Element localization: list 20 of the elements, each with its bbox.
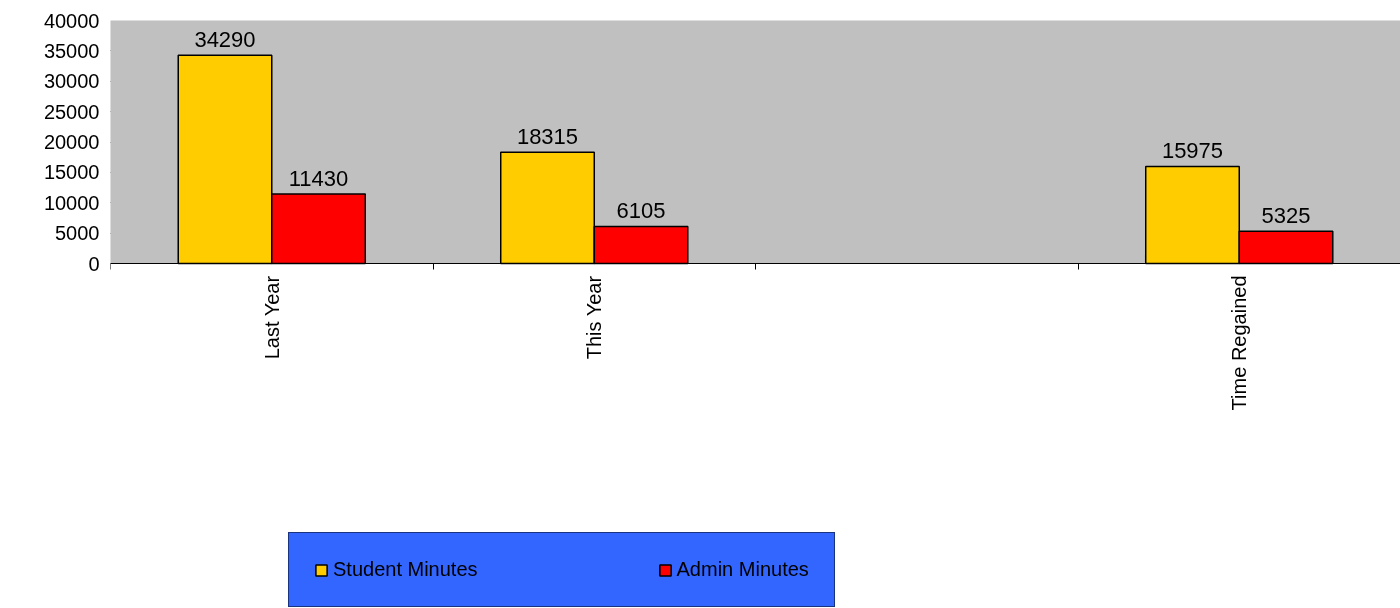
data-label: 15975: [1161, 138, 1224, 164]
y-tick-label: 20000: [43, 131, 100, 153]
legend-label: Admin Minutes: [676, 558, 809, 581]
y-tick-label: 30000: [43, 70, 100, 93]
data-label: 18315: [516, 124, 579, 150]
legend-label: Student Minutes: [333, 558, 478, 581]
y-tick-label: 35000: [43, 39, 100, 62]
x-tick-label: Last Year: [260, 275, 283, 360]
y-tick-label: 40000: [43, 9, 100, 32]
data-label: 34290: [194, 27, 256, 53]
y-tick-label: 15000: [43, 161, 100, 184]
data-label: 6105: [616, 198, 666, 224]
x-tick-label: Time Regained: [1228, 275, 1251, 411]
y-tick-label: 5000: [55, 222, 100, 245]
data-label: 5325: [1261, 203, 1311, 229]
y-tick-label: 0: [88, 252, 100, 275]
y-tick-label: 25000: [43, 100, 100, 123]
x-tick-label: This Year: [583, 275, 606, 360]
y-tick-label: 10000: [43, 191, 100, 214]
data-label: 11430: [288, 166, 349, 192]
